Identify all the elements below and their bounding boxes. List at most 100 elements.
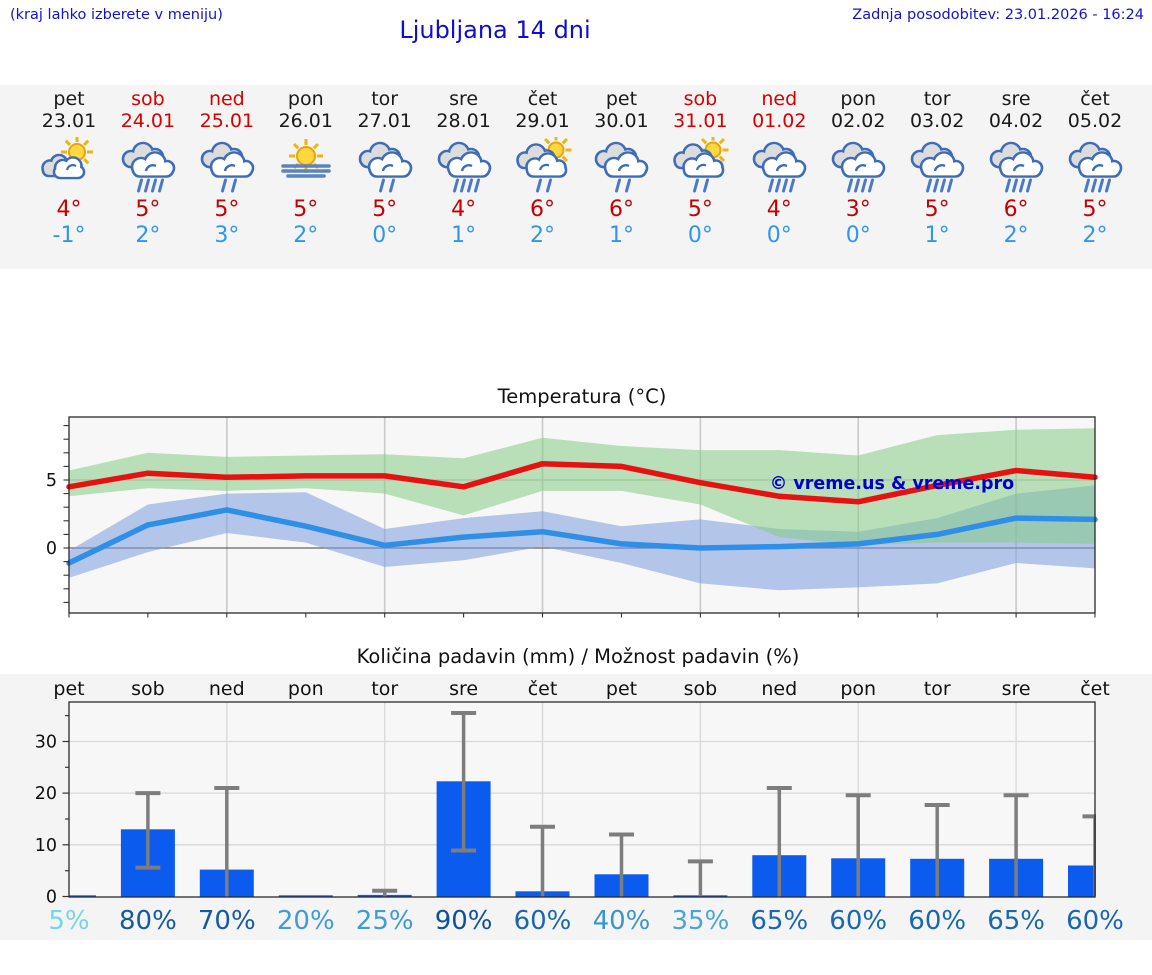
weather-icon-wrap — [733, 137, 825, 195]
low-temp-label: 1° — [451, 223, 477, 248]
precip-y-tick-label: 20 — [35, 784, 57, 804]
day-date-label: 05.02 — [1067, 110, 1123, 132]
rain-icon — [910, 141, 965, 193]
weather-icon-wrap — [339, 137, 431, 195]
day-column: pet 30.01 6° 1° — [575, 85, 667, 249]
day-date-label: 02.02 — [831, 110, 886, 132]
temp-line — [66, 507, 1098, 566]
rain-light-icon — [358, 141, 412, 193]
precip-day-label: sre — [449, 678, 478, 700]
weather-icon-wrap — [181, 137, 273, 195]
rain-light-icon — [200, 141, 255, 193]
precip-day-label: pet — [606, 678, 637, 700]
pop-label: 70% — [198, 906, 256, 936]
day-date-label: 26.01 — [278, 110, 333, 132]
rain-light-icon — [595, 141, 649, 193]
pop-label: 65% — [750, 906, 808, 936]
temp-band — [69, 428, 1095, 546]
day-date-label: 27.01 — [357, 110, 412, 132]
last-updated: Zadnja posodobitev: 23.01.2026 - 16:24 — [852, 7, 1144, 23]
day-column: tor 03.02 5° 1° — [891, 85, 983, 249]
pop-label: 40% — [593, 906, 651, 936]
day-date-label: 30.01 — [594, 110, 649, 132]
rain-icon — [752, 141, 807, 193]
day-column: sob 31.01 5° 0° — [654, 85, 746, 249]
day-date-label: 03.02 — [909, 110, 965, 132]
day-column: sre 04.02 6° 2° — [970, 85, 1062, 249]
precip-day-label: ned — [209, 678, 245, 700]
day-date-label: 24.01 — [120, 110, 176, 132]
day-name-label: čet — [527, 88, 558, 110]
high-temp-label: 6° — [530, 197, 556, 222]
weather-icon-wrap — [23, 136, 115, 195]
day-column: pon 02.02 3° 0° — [812, 85, 904, 249]
high-temp-label: 5° — [924, 197, 950, 222]
day-name-label: sre — [449, 88, 479, 110]
temp-y-tick-label: 0 — [46, 539, 57, 559]
forecast-strip: pet 23.01 4° -1° sob 24.01 5° 2° ned 25.01 5° 3° pon… — [0, 85, 1152, 269]
precipitation-chart: Količina padavin (mm) / Možnost padavin … — [0, 645, 1152, 940]
pop-label: 35% — [672, 906, 730, 936]
pop-label: 80% — [119, 906, 177, 936]
weather-icon-wrap — [970, 137, 1062, 195]
location-note: (kraj lahko izberete v meniju) — [10, 7, 223, 23]
high-temp-label: 5° — [687, 197, 713, 222]
precip-day-label: čet — [1080, 678, 1110, 700]
day-name-label: pon — [287, 88, 324, 110]
sun-rain-light-icon — [673, 134, 729, 193]
day-name-label: tor — [371, 88, 399, 110]
precip-day-label: sob — [684, 678, 718, 700]
day-column: čet 05.02 5° 2° — [1049, 85, 1141, 249]
precip-day-label: čet — [528, 678, 558, 700]
low-temp-label: -1° — [52, 223, 86, 248]
rain-icon — [437, 141, 491, 193]
temperature-chart: Temperatura (°C) © vreme.us & vreme.pro 0 5 — [46, 385, 1098, 618]
precip-bars — [69, 711, 1096, 897]
day-date-label: 31.01 — [673, 110, 728, 132]
high-temp-label: 5° — [293, 197, 319, 222]
precip-day-label: pon — [288, 678, 324, 700]
precip-day-label: sre — [1002, 678, 1031, 700]
precip-day-label: ned — [761, 678, 797, 700]
day-date-label: 23.01 — [41, 110, 97, 132]
precip-chart-title: Količina padavin (mm) / Možnost padavin … — [357, 645, 800, 668]
day-name-label: sre — [1001, 88, 1031, 110]
low-temp-label: 1° — [608, 223, 634, 248]
high-temp-label: 5° — [135, 197, 161, 222]
low-temp-label: 2° — [1082, 223, 1108, 248]
day-name-label: tor — [923, 88, 951, 110]
weather-icon-wrap — [654, 134, 746, 195]
low-temp-label: 2° — [530, 223, 556, 248]
low-temp-label: 0° — [372, 223, 398, 248]
high-temp-label: 4° — [56, 197, 82, 222]
precip-bar — [278, 895, 333, 897]
rain-icon — [831, 141, 886, 193]
low-temp-label: 1° — [924, 223, 950, 248]
day-column: sre 28.01 4° 1° — [418, 85, 510, 249]
temp-chart-title: Temperatura (°C) — [497, 385, 667, 408]
temp-y-tick-label: 5 — [46, 471, 57, 491]
weather-icon-wrap — [418, 137, 510, 195]
precip-day-label: pon — [840, 678, 876, 700]
low-temp-label: 0° — [766, 223, 792, 248]
day-name-label: sob — [131, 88, 165, 110]
rain-icon — [989, 141, 1044, 193]
high-temp-label: 4° — [451, 197, 477, 222]
precip-day-label: tor — [371, 678, 398, 700]
day-column: čet 29.01 6° 2° — [497, 85, 589, 249]
weather-icon-wrap — [260, 137, 352, 195]
pop-label: 90% — [435, 906, 493, 936]
day-name-label: čet — [1080, 88, 1110, 110]
precip-bar — [1068, 865, 1096, 897]
day-column: tor 27.01 5° 0° — [339, 85, 431, 249]
day-date-label: 28.01 — [436, 110, 491, 132]
day-date-label: 29.01 — [515, 110, 570, 132]
precip-y-tick-label: 10 — [35, 836, 57, 856]
day-column: ned 01.02 4° 0° — [733, 85, 825, 249]
weather-icon-wrap — [102, 137, 194, 195]
day-column: ned 25.01 5° 3° — [181, 85, 273, 249]
page-title: Ljubljana 14 dni — [399, 16, 591, 44]
pop-label: 60% — [1066, 906, 1124, 936]
pop-label: 20% — [277, 906, 335, 936]
low-temp-label: 2° — [293, 223, 319, 248]
